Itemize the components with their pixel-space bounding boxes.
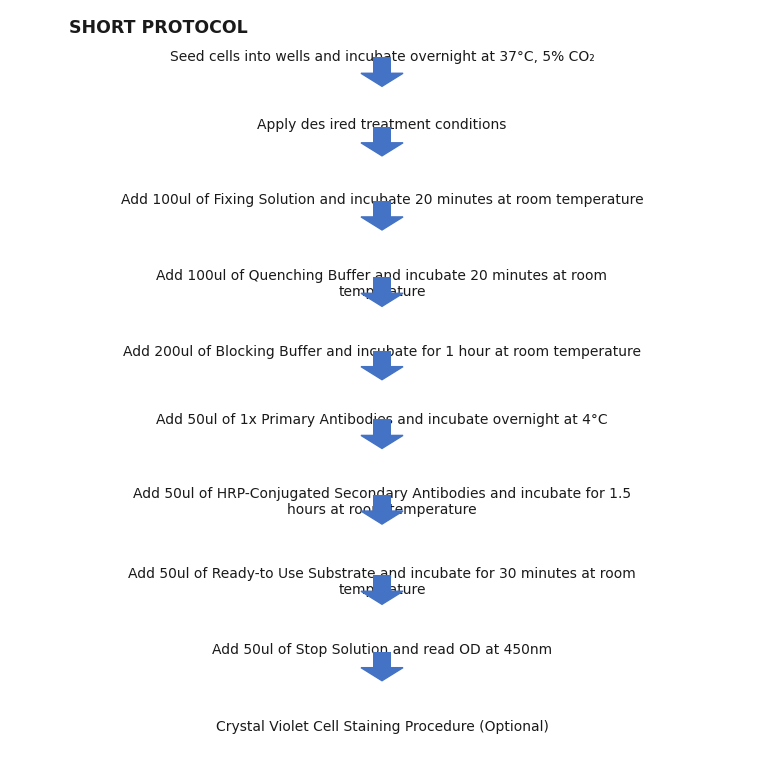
Bar (373, 575, 391, 591)
Bar (373, 495, 391, 511)
Bar (373, 419, 391, 435)
Polygon shape (361, 367, 403, 380)
Text: Add 50ul of Ready-to Use Substrate and incubate for 30 minutes at room
temperatu: Add 50ul of Ready-to Use Substrate and i… (128, 567, 636, 597)
Text: Add 200ul of Blocking Buffer and incubate for 1 hour at room temperature: Add 200ul of Blocking Buffer and incubat… (123, 345, 641, 359)
Bar (373, 201, 391, 217)
Bar (373, 57, 391, 73)
Text: Seed cells into wells and incubate overnight at 37°C, 5% CO₂: Seed cells into wells and incubate overn… (170, 50, 594, 63)
Bar (373, 277, 391, 293)
Polygon shape (361, 73, 403, 86)
Text: Crystal Violet Cell Staining Procedure (Optional): Crystal Violet Cell Staining Procedure (… (215, 720, 549, 733)
Polygon shape (361, 217, 403, 230)
Polygon shape (361, 435, 403, 448)
Text: Add 50ul of HRP-Conjugated Secondary Antibodies and incubate for 1.5
hours at ro: Add 50ul of HRP-Conjugated Secondary Ant… (133, 487, 631, 517)
Polygon shape (361, 668, 403, 681)
Bar (373, 127, 391, 143)
Text: SHORT PROTOCOL: SHORT PROTOCOL (69, 19, 248, 37)
Text: Apply des ired treatment conditions: Apply des ired treatment conditions (257, 118, 507, 132)
Bar (373, 652, 391, 668)
Text: Add 100ul of Fixing Solution and incubate 20 minutes at room temperature: Add 100ul of Fixing Solution and incubat… (121, 193, 643, 206)
Text: Add 50ul of 1x Primary Antibodies and incubate overnight at 4°C: Add 50ul of 1x Primary Antibodies and in… (156, 413, 608, 426)
Polygon shape (361, 511, 403, 524)
Text: Add 50ul of Stop Solution and read OD at 450nm: Add 50ul of Stop Solution and read OD at… (212, 643, 552, 657)
Bar (373, 351, 391, 367)
Text: Add 100ul of Quenching Buffer and incubate 20 minutes at room
temperature: Add 100ul of Quenching Buffer and incuba… (157, 269, 607, 299)
Polygon shape (361, 293, 403, 306)
Polygon shape (361, 591, 403, 604)
Polygon shape (361, 143, 403, 156)
